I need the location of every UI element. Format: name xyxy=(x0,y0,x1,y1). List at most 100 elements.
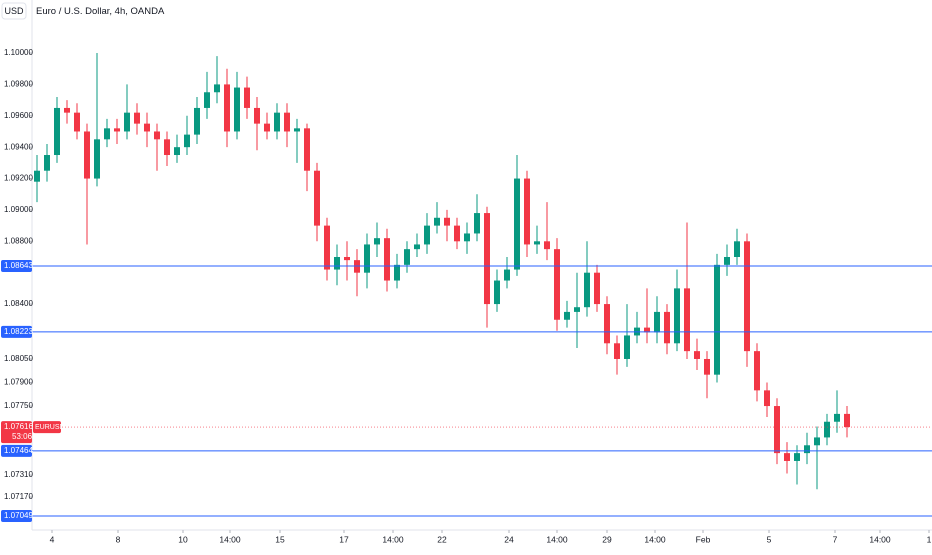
candle-body xyxy=(674,288,680,344)
level-tag-box xyxy=(1,510,32,523)
y-tick-label: 1.07750 xyxy=(4,401,33,410)
candle-body xyxy=(314,170,320,226)
y-tick-label: 1.08400 xyxy=(4,299,33,308)
candle-body xyxy=(524,178,530,245)
level-tag-label: 1.07049 xyxy=(4,511,33,520)
candle-body xyxy=(604,304,610,344)
candle-body xyxy=(804,445,810,454)
candle-body xyxy=(344,256,350,261)
candle-body xyxy=(704,358,710,375)
x-tick-label: 5 xyxy=(767,534,772,544)
candle-body xyxy=(384,238,390,281)
candle-body xyxy=(224,84,230,132)
candle-body xyxy=(814,437,820,446)
candle-body xyxy=(504,269,510,281)
candle-body xyxy=(844,413,850,428)
x-tick-label: 29 xyxy=(602,534,612,544)
candle-body xyxy=(664,311,670,344)
candle-body xyxy=(474,213,480,234)
unit-button[interactable] xyxy=(1,2,27,20)
x-tick-label: 14:00 xyxy=(869,534,891,544)
candle-body xyxy=(274,112,280,132)
level-tag-label: 1.08643 xyxy=(4,261,33,270)
candle-body xyxy=(614,343,620,359)
y-tick-label: 1.08050 xyxy=(4,354,33,363)
x-tick-label: 10 xyxy=(178,534,188,544)
candle-body xyxy=(644,327,650,333)
unit-label: USD xyxy=(4,6,24,16)
y-tick-label: 1.08800 xyxy=(4,236,33,245)
candle-body xyxy=(764,390,770,407)
candle-body xyxy=(514,178,520,270)
x-tick-label: 14:00 xyxy=(644,534,666,544)
candle-body xyxy=(544,241,550,250)
candle-body xyxy=(304,128,310,171)
candle-body xyxy=(254,107,260,124)
candle-body xyxy=(84,131,90,179)
candle-body xyxy=(154,131,160,140)
candle-body xyxy=(594,272,600,305)
x-tick-label: 22 xyxy=(437,534,447,544)
candle-body xyxy=(54,107,60,156)
candle-body xyxy=(624,335,630,359)
x-tick-label: 8 xyxy=(116,534,121,544)
candle-body xyxy=(194,107,200,135)
symbol-tag-box xyxy=(33,421,61,434)
candle-body xyxy=(774,406,780,454)
candle-body xyxy=(244,87,250,108)
level-tag: 1.08643 xyxy=(1,259,33,272)
candle-body xyxy=(334,256,340,270)
candle-body xyxy=(694,351,700,359)
y-tick-label: 1.09000 xyxy=(4,205,33,214)
candle-body xyxy=(534,241,540,245)
x-tick-label: 14:00 xyxy=(546,534,568,544)
candle-body xyxy=(74,112,80,132)
countdown-label: 53:06 xyxy=(12,432,33,441)
y-tick-label: 1.07170 xyxy=(4,492,33,501)
candle-body xyxy=(214,84,220,93)
candle-body xyxy=(144,123,150,132)
candle-body xyxy=(434,217,440,226)
level-tag-box xyxy=(1,259,32,272)
x-tick-label: 15 xyxy=(275,534,285,544)
y-tick-label: 1.07900 xyxy=(4,378,33,387)
y-tick-label: 1.09600 xyxy=(4,111,33,120)
y-tick-label: 1.09200 xyxy=(4,174,33,183)
level-tag: 1.08223 xyxy=(1,325,33,338)
candle-body xyxy=(264,123,270,132)
candle-body xyxy=(364,244,370,273)
candle-body xyxy=(834,413,840,422)
candle-body xyxy=(134,112,140,124)
x-tick-label: 24 xyxy=(504,534,514,544)
candle-body xyxy=(654,311,660,333)
candle-body xyxy=(414,244,420,250)
x-tick-label: Feb xyxy=(696,534,711,544)
y-tick-label: 1.09800 xyxy=(4,80,33,89)
candle-body xyxy=(394,264,400,281)
candle-body xyxy=(734,241,740,257)
x-tick-label: 17 xyxy=(339,534,349,544)
candle-body xyxy=(744,241,750,352)
candle-body xyxy=(494,280,500,305)
candle-body xyxy=(124,112,130,132)
candle-body xyxy=(724,256,730,265)
level-tag: 1.07464 xyxy=(1,444,33,457)
last-price-label: 1.07616 xyxy=(4,422,33,431)
candle-body xyxy=(584,272,590,308)
candle-body xyxy=(754,351,760,391)
candle-body xyxy=(284,112,290,132)
x-tick-label: 1 xyxy=(927,534,932,544)
level-tag-box xyxy=(1,325,32,338)
candle-body xyxy=(464,233,470,242)
x-tick-label: 14:00 xyxy=(219,534,241,544)
level-tag-box xyxy=(1,444,32,457)
candle-body xyxy=(424,225,430,245)
x-tick-label: 4 xyxy=(50,534,55,544)
candle-body xyxy=(454,225,460,242)
candle-body xyxy=(184,134,190,148)
candle-body xyxy=(164,139,170,156)
